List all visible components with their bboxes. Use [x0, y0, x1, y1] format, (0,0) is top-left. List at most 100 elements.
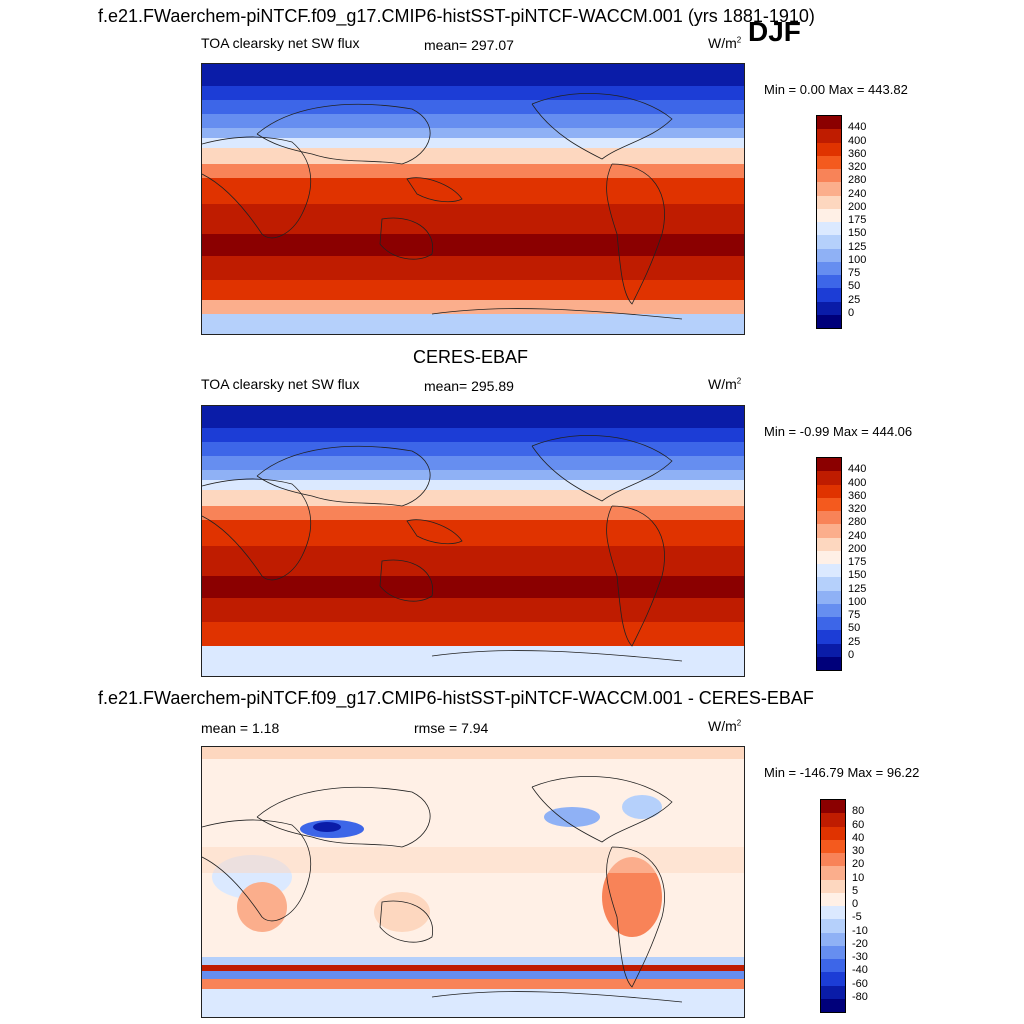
panel3-rmse-label: rmse = 7.94 [414, 720, 489, 736]
colorbar-swatch [817, 288, 841, 302]
panel2-title: CERES-EBAF [413, 347, 529, 367]
colorbar-swatch [817, 195, 841, 209]
colorbar-label: 60 [852, 818, 865, 831]
colorbar-swatch [817, 630, 841, 644]
colorbar-swatch [817, 222, 841, 236]
colorbar-swatch [817, 116, 841, 130]
panel3-units: W/m2 [708, 718, 742, 734]
colorbar-label: 240 [848, 187, 867, 200]
panel1-mean-label: mean= 297.07 [424, 37, 514, 53]
colorbar-swatch [817, 590, 841, 604]
colorbar-label: -10 [852, 924, 868, 937]
colorbar-label: 150 [848, 569, 867, 582]
panel3-title: f.e21.FWaerchem-piNTCF.f09_g17.CMIP6-his… [98, 688, 814, 708]
colorbar-label: 175 [848, 556, 867, 568]
colorbar-label: 240 [848, 529, 867, 542]
colorbar-label: -80 [852, 990, 868, 1003]
colorbar-label: 400 [848, 134, 867, 147]
colorbar-swatch [817, 301, 841, 315]
colorbar-label: 75 [848, 267, 861, 279]
colorbar-label: 320 [848, 503, 867, 515]
season-label: DJF [748, 16, 801, 47]
colorbar-label: 10 [852, 871, 865, 884]
colorbar-swatch [821, 879, 845, 893]
colorbar-label: 360 [848, 489, 867, 502]
colorbar-swatch [821, 826, 845, 840]
panel2-map [201, 405, 745, 677]
colorbar-swatch [817, 208, 841, 222]
colorbar-label: 20 [852, 858, 865, 871]
colorbar-swatch [817, 497, 841, 511]
colorbar-swatch [817, 484, 841, 498]
colorbar-label: -40 [852, 964, 868, 977]
colorbar-swatch [817, 169, 841, 183]
colorbar-swatch [817, 471, 841, 485]
panel2-variable-label: TOA clearsky net SW flux [201, 376, 360, 392]
colorbar-swatch [821, 919, 845, 933]
colorbar-label: 360 [848, 147, 867, 160]
colorbar-label: 5 [852, 884, 859, 897]
colorbar-swatch [821, 866, 845, 880]
colorbar-label: -60 [852, 977, 868, 990]
colorbar-swatch [817, 550, 841, 564]
colorbar-swatch [817, 577, 841, 591]
colorbar-swatch [821, 839, 845, 853]
colorbar-swatch [817, 537, 841, 551]
panel1-colorbar [816, 115, 842, 329]
panel1-variable-label: TOA clearsky net SW flux [201, 35, 360, 51]
colorbar-swatch [821, 998, 845, 1012]
panel1-minmax: Min = 0.00 Max = 443.82 [764, 82, 908, 97]
colorbar-swatch [817, 656, 841, 670]
colorbar-swatch [817, 235, 841, 249]
colorbar-label: 280 [848, 516, 867, 529]
colorbar-swatch [821, 945, 845, 959]
colorbar-label: 150 [848, 227, 867, 240]
panel1-title: f.e21.FWaerchem-piNTCF.f09_g17.CMIP6-his… [98, 6, 815, 26]
colorbar-label: 280 [848, 174, 867, 187]
panel2-units: W/m2 [708, 376, 742, 392]
colorbar-label: 200 [848, 200, 867, 213]
colorbar-label: 400 [848, 476, 867, 489]
colorbar-label: 50 [848, 622, 861, 635]
colorbar-swatch [817, 314, 841, 328]
colorbar-label: 440 [848, 121, 867, 134]
panel3-map-field [202, 747, 744, 1017]
colorbar-label: 25 [848, 293, 861, 306]
panel3-mean-label: mean = 1.18 [201, 720, 280, 736]
colorbar-label: 100 [848, 595, 867, 608]
panel3-colorbar [820, 799, 846, 1013]
colorbar-label: 440 [848, 463, 867, 476]
colorbar-swatch [821, 985, 845, 999]
colorbar-swatch [821, 959, 845, 973]
colorbar-swatch [817, 643, 841, 657]
colorbar-swatch [821, 972, 845, 986]
colorbar-swatch [821, 813, 845, 827]
colorbar-swatch [817, 155, 841, 169]
colorbar-swatch [821, 892, 845, 906]
colorbar-label: 25 [848, 635, 861, 648]
colorbar-swatch [821, 853, 845, 867]
colorbar-label: 200 [848, 542, 867, 555]
colorbar-swatch [821, 906, 845, 920]
colorbar-label: -5 [852, 911, 862, 924]
colorbar-swatch [821, 932, 845, 946]
colorbar-swatch [817, 564, 841, 578]
colorbar-swatch [817, 524, 841, 538]
colorbar-label: 80 [852, 805, 865, 818]
colorbar-swatch [817, 129, 841, 143]
colorbar-label: 320 [848, 161, 867, 173]
panel1-map-field [202, 64, 744, 334]
colorbar-label: 40 [852, 831, 865, 844]
colorbar-swatch [817, 182, 841, 196]
colorbar-swatch [817, 261, 841, 275]
panel2-colorbar [816, 457, 842, 671]
colorbar-label: 0 [848, 648, 855, 661]
panel2-mean-label: mean= 295.89 [424, 378, 514, 394]
panel2-map-field [202, 406, 744, 676]
panel3-map [201, 746, 745, 1018]
colorbar-label: 0 [848, 306, 855, 319]
panel3-minmax: Min = -146.79 Max = 96.22 [764, 765, 920, 780]
colorbar-label: 100 [848, 253, 867, 266]
panel1-map [201, 63, 745, 335]
colorbar-label: 125 [848, 240, 867, 253]
